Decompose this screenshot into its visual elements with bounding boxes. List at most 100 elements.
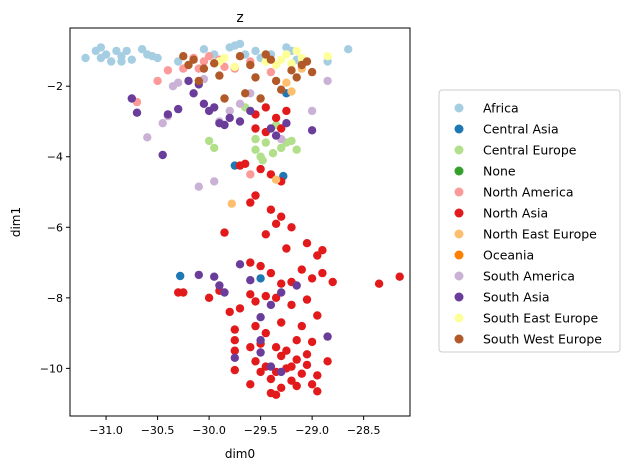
- point-north-asia-12: [246, 198, 255, 207]
- point-north-asia-14: [266, 205, 276, 214]
- point-south-asia-3: [163, 110, 173, 119]
- point-south-west-europe-21: [241, 89, 250, 98]
- point-south-west-europe-6: [220, 94, 229, 103]
- point-south-asia-19: [307, 126, 317, 135]
- point-central-europe-11: [292, 145, 301, 154]
- point-north-asia-76: [230, 365, 239, 375]
- point-south-asia-22: [215, 281, 224, 290]
- point-north-america-13: [266, 67, 276, 77]
- point-africa-29: [117, 57, 126, 66]
- legend-label: Africa: [483, 101, 519, 116]
- point-north-asia-55: [277, 318, 286, 327]
- legend-marker: [454, 271, 464, 281]
- point-africa-20: [251, 46, 260, 56]
- point-north-america-1: [153, 76, 162, 86]
- x-tick-label: −31.0: [89, 424, 123, 437]
- legend-label: South America: [483, 269, 575, 284]
- point-north-east-europe-1: [271, 175, 281, 184]
- point-central-europe-2: [251, 134, 260, 144]
- legend-label: Oceania: [483, 248, 534, 263]
- point-south-asia-16: [266, 124, 276, 133]
- point-south-asia-12: [220, 120, 229, 130]
- point-north-asia-70: [297, 369, 306, 378]
- point-central-asia-2: [256, 274, 265, 283]
- legend-label: None: [483, 164, 516, 179]
- point-south-west-europe-1: [184, 60, 193, 70]
- legend-marker: [454, 187, 464, 197]
- point-south-asia-29: [256, 336, 265, 345]
- legend-item-north-america: North America: [454, 185, 574, 200]
- point-north-asia-59: [302, 350, 312, 359]
- point-north-asia-2: [271, 113, 281, 123]
- point-north-america-2: [163, 66, 173, 75]
- point-north-asia-8: [241, 159, 250, 168]
- point-africa-13: [174, 57, 183, 66]
- point-north-asia-66: [277, 383, 286, 392]
- point-north-asia-43: [261, 291, 270, 301]
- point-south-asia-25: [246, 276, 255, 285]
- point-north-asia-39: [225, 307, 234, 317]
- point-south-asia-24: [235, 260, 245, 269]
- point-north-asia-9: [256, 164, 265, 174]
- legend-marker: [454, 292, 464, 302]
- y-tick-label: −10: [40, 362, 63, 375]
- point-south-west-europe-12: [266, 55, 276, 64]
- point-north-asia-68: [287, 376, 296, 385]
- point-central-asia-0: [176, 271, 185, 281]
- point-africa-5: [112, 46, 121, 56]
- point-africa-2: [96, 43, 106, 52]
- point-south-america-4: [174, 78, 183, 87]
- point-north-asia-0: [251, 124, 260, 133]
- legend-marker: [454, 229, 464, 239]
- point-south-east-europe-9: [323, 52, 332, 61]
- point-north-asia-18: [282, 244, 291, 253]
- y-tick-label: −2: [47, 80, 63, 93]
- point-south-asia-1: [132, 108, 142, 117]
- point-south-east-europe-6: [287, 59, 296, 68]
- point-north-asia-25: [256, 261, 265, 271]
- x-axis-label: dim0: [225, 447, 255, 461]
- point-south-america-9: [235, 99, 245, 109]
- point-north-asia-69: [292, 355, 301, 364]
- point-south-america-13: [323, 76, 332, 86]
- point-north-asia-30: [307, 274, 317, 283]
- point-central-europe-6: [261, 138, 270, 147]
- point-south-asia-10: [210, 103, 219, 112]
- point-south-asia-31: [266, 362, 276, 371]
- point-south-asia-8: [199, 99, 209, 109]
- point-north-asia-81: [246, 343, 255, 352]
- legend-label: North East Europe: [483, 227, 597, 242]
- point-africa-8: [127, 55, 136, 64]
- point-north-asia-20: [302, 239, 312, 248]
- point-north-asia-13: [251, 191, 260, 200]
- point-north-asia-42: [251, 297, 260, 306]
- point-south-west-europe-19: [307, 67, 317, 77]
- point-south-asia-4: [174, 104, 183, 114]
- point-south-east-europe-7: [292, 46, 301, 56]
- point-north-asia-21: [313, 251, 322, 260]
- point-south-asia-2: [158, 150, 167, 160]
- point-north-asia-53: [261, 328, 270, 338]
- point-south-america-1: [158, 119, 167, 128]
- point-south-asia-6: [189, 89, 198, 98]
- point-central-europe-0: [204, 136, 214, 146]
- y-tick-label: −6: [47, 221, 63, 234]
- point-north-asia-54: [271, 343, 281, 352]
- point-south-west-europe-16: [292, 73, 301, 82]
- point-south-asia-27: [266, 300, 276, 310]
- legend-item-north-asia: North Asia: [454, 206, 548, 221]
- axes-frame: [69, 27, 411, 417]
- x-tick-label: −28.5: [347, 424, 381, 437]
- point-south-west-europe-18: [302, 57, 312, 66]
- point-north-asia-27: [277, 279, 286, 288]
- point-north-asia-45: [287, 300, 296, 310]
- legend-item-south-america: South America: [454, 269, 575, 284]
- point-north-east-europe-3: [287, 87, 296, 96]
- point-north-asia-73: [313, 387, 322, 396]
- point-north-america-6: [199, 57, 209, 66]
- point-north-asia-32: [328, 277, 337, 287]
- point-north-asia-75: [323, 357, 332, 366]
- legend-label: Central Asia: [483, 122, 559, 137]
- legend-marker: [454, 145, 464, 155]
- point-north-asia-60: [307, 337, 317, 347]
